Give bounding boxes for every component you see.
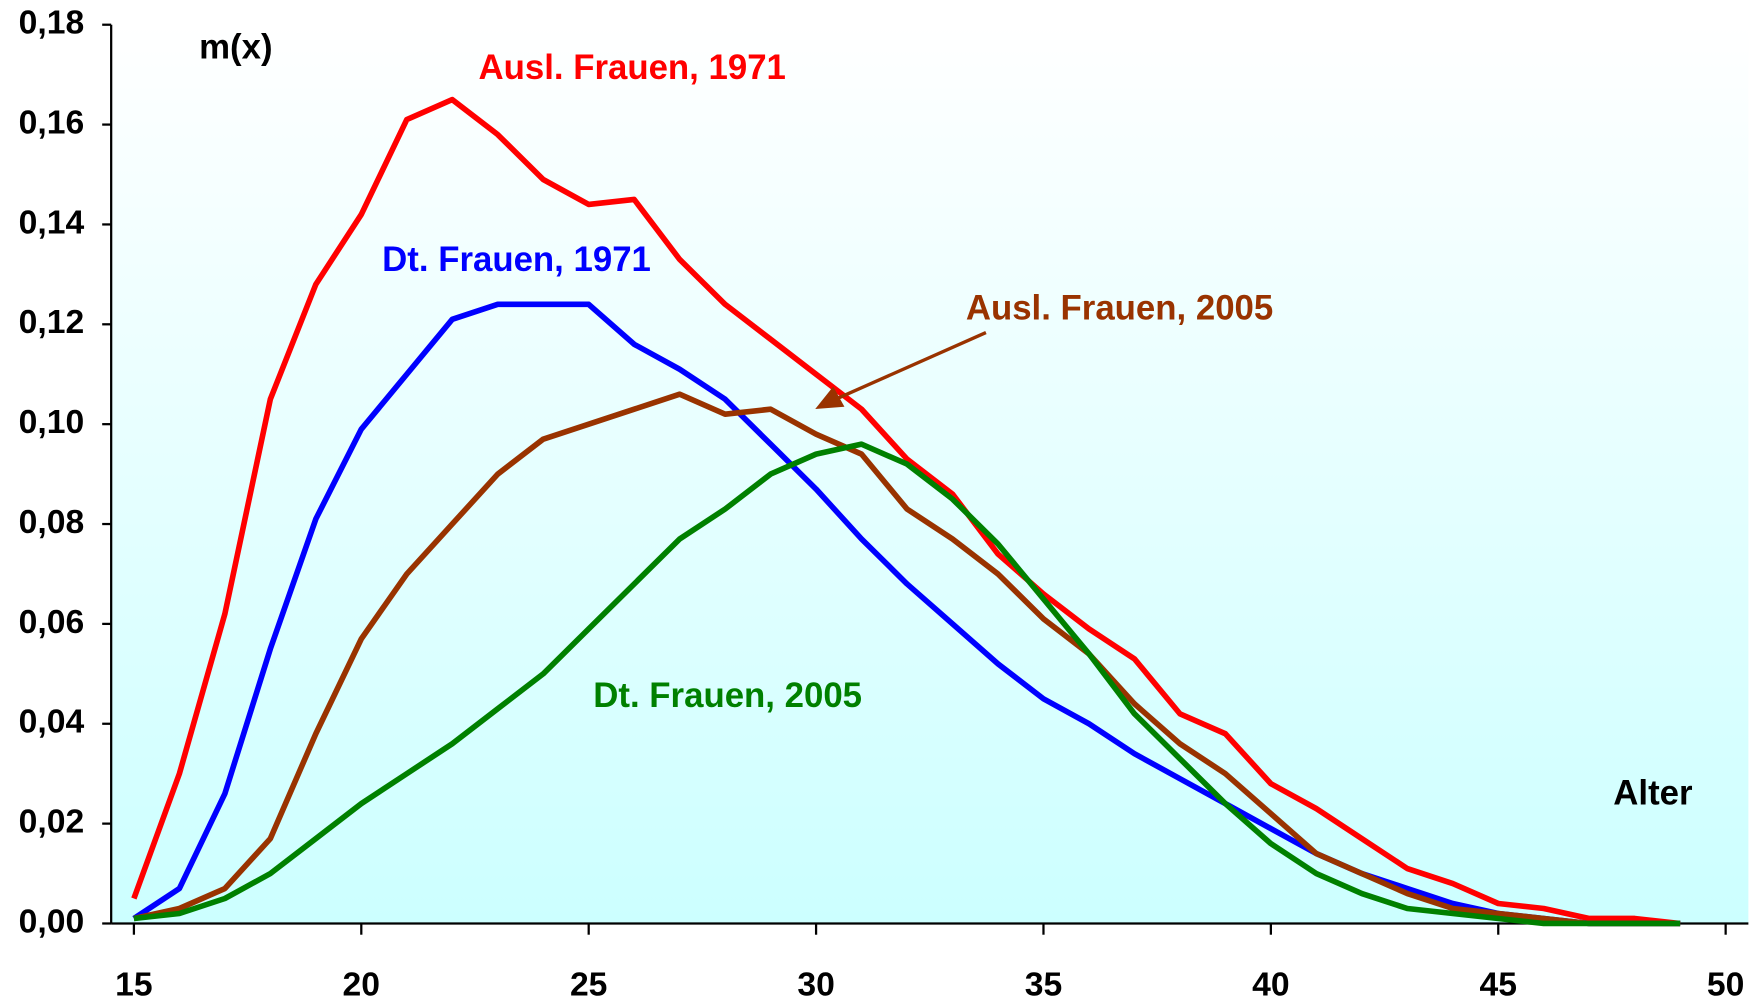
x-tick-label: 50 — [1707, 966, 1744, 1001]
y-tick-label: 0,12 — [19, 304, 85, 341]
y-tick-label: 0,10 — [19, 404, 85, 441]
x-tick-label: 40 — [1252, 966, 1289, 1001]
y-tick-label: 0,06 — [19, 604, 85, 641]
annotation-arrow — [835, 331, 987, 401]
x-tick-label: 15 — [115, 966, 152, 1001]
y-tick-label: 0,16 — [19, 104, 85, 141]
x-tick-label: 25 — [570, 966, 607, 1001]
series-label: Ausl. Frauen, 2005 — [966, 288, 1273, 327]
x-tick-label: 35 — [1025, 966, 1062, 1001]
series-label: Ausl. Frauen, 1971 — [478, 48, 785, 87]
y-axis-label: m(x) — [199, 28, 272, 67]
series-line — [133, 391, 1681, 927]
series-line — [132, 301, 1681, 927]
series-line — [131, 96, 1681, 927]
x-tick-label: 20 — [343, 966, 380, 1001]
arrow-head — [815, 386, 845, 409]
y-tick-label: 0,14 — [19, 204, 85, 241]
y-tick-label: 0,02 — [19, 804, 85, 841]
y-tick-label: 0,04 — [19, 704, 85, 741]
series-line — [133, 441, 1681, 927]
x-axis-label: Alter — [1613, 774, 1693, 813]
series-label: Dt. Frauen, 1971 — [382, 240, 651, 279]
x-tick-label: 30 — [797, 966, 834, 1001]
y-tick-label: 0,00 — [19, 903, 85, 940]
x-tick-label: 45 — [1480, 966, 1517, 1001]
series-label: Dt. Frauen, 2005 — [593, 676, 862, 715]
y-tick-label: 0,08 — [19, 504, 85, 541]
y-tick-label: 0,18 — [19, 5, 85, 42]
